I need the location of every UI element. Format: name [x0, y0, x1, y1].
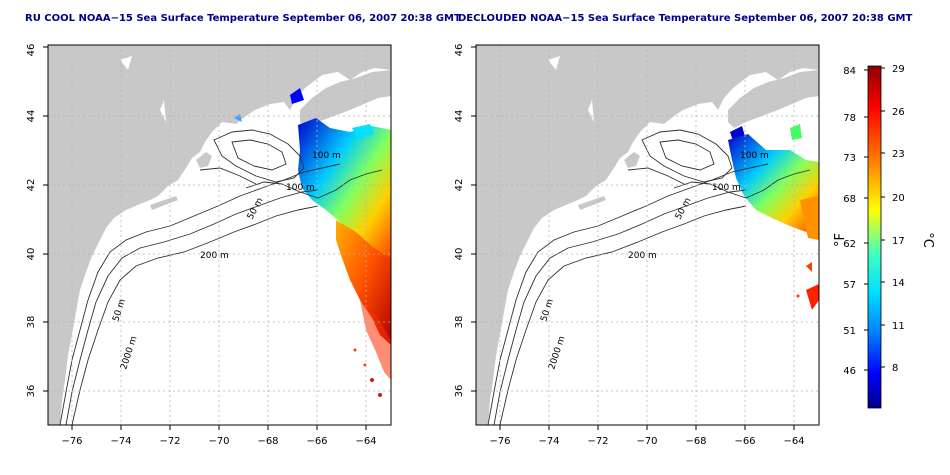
fahrenheit-ticks: 84 78 73 68 62 57 51 46 [843, 66, 856, 377]
x-tick-label: −76 [489, 436, 510, 447]
left-map-title: RU COOL NOAA−15 Sea Surface Temperature … [25, 13, 461, 24]
y-axis-labels-right: 36 38 40 42 44 46 [454, 44, 465, 398]
celsius-ticks: 29 26 23 20 17 14 11 8 [892, 64, 905, 374]
land-north-america [48, 45, 391, 425]
contour-label: 100 m [712, 183, 741, 193]
colorbar-ticks [864, 67, 885, 371]
axis-ticks-right [471, 46, 795, 430]
celsius-tick: 11 [892, 321, 905, 332]
x-tick-label: −64 [783, 436, 804, 447]
celsius-tick: 23 [892, 149, 905, 160]
x-tick-label: −70 [208, 436, 229, 447]
fahrenheit-tick: 46 [843, 366, 856, 377]
y-tick-label: 42 [26, 179, 37, 192]
celsius-tick: 26 [892, 107, 905, 118]
contour-label: 100 m [740, 151, 769, 161]
right-map-title: DECLOUDED NOAA−15 Sea Surface Temperatur… [458, 13, 913, 24]
x-tick-label: −72 [159, 436, 180, 447]
axis-ticks-left [43, 46, 367, 430]
celsius-unit-label: °C [920, 232, 935, 248]
celsius-tick: 20 [892, 193, 905, 204]
fahrenheit-tick: 68 [843, 194, 856, 205]
contour-label: 200 m [628, 251, 657, 261]
y-tick-label: 44 [26, 110, 37, 123]
fahrenheit-tick: 62 [843, 239, 856, 250]
fahrenheit-tick: 57 [843, 280, 856, 291]
fahrenheit-tick: 78 [843, 113, 856, 124]
contour-label: 200 m [200, 251, 229, 261]
fahrenheit-unit-label: °F [833, 233, 848, 247]
y-tick-label: 38 [454, 316, 465, 329]
fahrenheit-tick: 84 [843, 66, 856, 77]
y-tick-label: 36 [454, 385, 465, 398]
celsius-tick: 8 [892, 363, 898, 374]
contour-label: 100 m [312, 151, 341, 161]
y-tick-label: 38 [26, 316, 37, 329]
grid-right [476, 45, 819, 425]
fahrenheit-tick: 73 [843, 153, 856, 164]
grid-left [48, 45, 391, 425]
sst-overlay-left [234, 88, 391, 397]
land-nova-scotia [300, 70, 391, 128]
x-tick-label: −66 [734, 436, 755, 447]
y-tick-label: 40 [26, 248, 37, 261]
celsius-tick: 29 [892, 64, 905, 75]
fahrenheit-tick: 51 [843, 326, 856, 337]
x-tick-label: −74 [538, 436, 559, 447]
celsius-tick: 17 [892, 236, 905, 247]
left-map-panel: 100 m 100 m 50 m 200 m 50 m 2000 m −76 −… [26, 44, 392, 447]
x-tick-label: −72 [587, 436, 608, 447]
land-north-america [476, 45, 819, 425]
y-tick-label: 46 [26, 44, 37, 57]
y-tick-label: 46 [454, 44, 465, 57]
x-tick-label: −74 [110, 436, 131, 447]
x-axis-labels-right: −76 −74 −72 −70 −68 −66 −64 [489, 436, 804, 447]
x-tick-label: −70 [636, 436, 657, 447]
contour-label: 100 m [286, 183, 315, 193]
x-tick-label: −64 [355, 436, 376, 447]
bathymetry-contours-left [59, 129, 383, 425]
temperature-colorbar: 84 78 73 68 62 57 51 46 29 26 23 20 17 1… [833, 64, 935, 409]
bathymetry-contours-right [487, 129, 811, 425]
y-tick-label: 36 [26, 385, 37, 398]
y-tick-label: 42 [454, 179, 465, 192]
x-tick-label: −68 [257, 436, 278, 447]
x-tick-label: −68 [685, 436, 706, 447]
colorbar-gradient [867, 65, 882, 409]
y-axis-labels-left: 36 38 40 42 44 46 [26, 44, 37, 398]
x-axis-labels-left: −76 −74 −72 −70 −68 −66 −64 [61, 436, 376, 447]
y-tick-label: 44 [454, 110, 465, 123]
x-tick-label: −66 [306, 436, 327, 447]
land-nova-scotia [728, 70, 819, 128]
x-tick-label: −76 [61, 436, 82, 447]
celsius-tick: 14 [892, 278, 905, 289]
right-map-panel: 100 m 100 m 50 m 200 m 50 m 2000 m −76 −… [454, 44, 820, 447]
y-tick-label: 40 [454, 248, 465, 261]
